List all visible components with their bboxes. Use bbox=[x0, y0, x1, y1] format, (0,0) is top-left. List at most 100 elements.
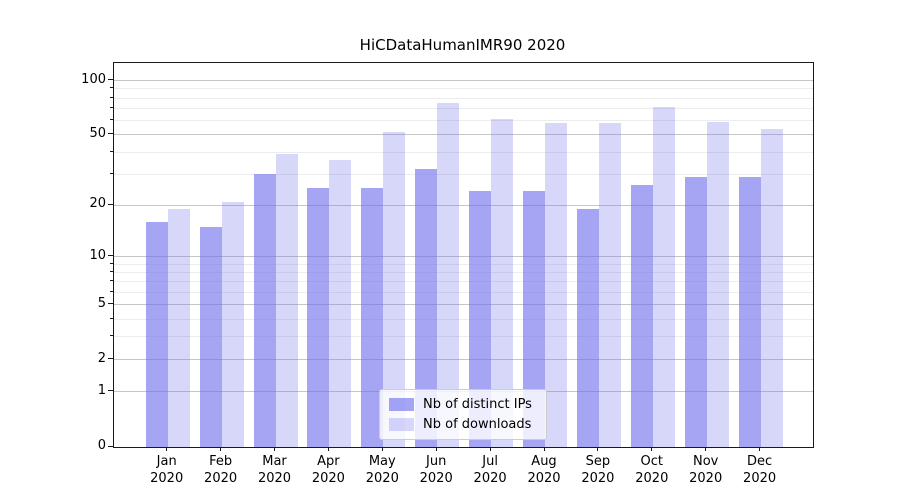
legend-label: Nb of downloads bbox=[423, 417, 532, 432]
y-tick bbox=[108, 133, 113, 134]
plot-area bbox=[113, 62, 814, 448]
bar-nb-of-downloads-aug-2020 bbox=[545, 123, 567, 447]
y-minor-tick bbox=[110, 263, 113, 264]
gridline-major bbox=[114, 205, 813, 206]
legend-item-distinct-ips: Nb of distinct IPs bbox=[389, 397, 532, 412]
x-tick bbox=[382, 447, 383, 451]
x-tick-label: Apr 2020 bbox=[300, 453, 356, 487]
gridline-minor bbox=[114, 88, 813, 89]
bar-nb-of-downloads-mar-2020 bbox=[275, 154, 298, 447]
x-tick bbox=[544, 447, 545, 451]
y-minor-tick bbox=[110, 335, 113, 336]
bar-nb-of-downloads-sep-2020 bbox=[598, 123, 621, 447]
bar-nb-of-distinct-ips-may-2020 bbox=[361, 188, 384, 447]
x-tick-label: Jul 2020 bbox=[462, 453, 518, 487]
gridline-minor bbox=[114, 292, 813, 293]
y-tick bbox=[108, 79, 113, 80]
x-tick-month: Apr bbox=[317, 454, 340, 469]
gridline-minor bbox=[114, 281, 813, 282]
x-tick-month: Mar bbox=[262, 454, 287, 469]
bar-nb-of-distinct-ips-jul-2020 bbox=[469, 191, 492, 447]
gridline-minor bbox=[114, 319, 813, 320]
x-tick-year: 2020 bbox=[743, 471, 777, 486]
x-tick bbox=[220, 447, 221, 451]
bar-nb-of-downloads-jul-2020 bbox=[491, 119, 514, 447]
legend-label: Nb of distinct IPs bbox=[423, 397, 532, 412]
x-tick-year: 2020 bbox=[527, 471, 561, 486]
bar-nb-of-distinct-ips-apr-2020 bbox=[307, 188, 330, 447]
x-tick-year: 2020 bbox=[311, 471, 345, 486]
x-tick-label: Jan 2020 bbox=[139, 453, 195, 487]
x-tick-year: 2020 bbox=[473, 471, 507, 486]
y-tick bbox=[108, 303, 113, 304]
y-minor-tick bbox=[110, 119, 113, 120]
bar-nb-of-downloads-jun-2020 bbox=[437, 103, 460, 447]
y-tick bbox=[108, 446, 113, 447]
y-tick-label: 0 bbox=[97, 438, 106, 453]
x-tick-month: May bbox=[368, 454, 396, 469]
x-tick bbox=[328, 447, 329, 451]
bar-nb-of-distinct-ips-oct-2020 bbox=[630, 185, 653, 447]
y-minor-tick bbox=[110, 280, 113, 281]
y-tick-label: 20 bbox=[89, 196, 106, 212]
x-tick bbox=[436, 447, 437, 451]
bar-nb-of-downloads-jan-2020 bbox=[167, 209, 190, 447]
x-tick-year: 2020 bbox=[150, 471, 184, 486]
bar-nb-of-distinct-ips-sep-2020 bbox=[576, 209, 599, 447]
x-tick-year: 2020 bbox=[257, 471, 292, 486]
bar-nb-of-distinct-ips-mar-2020 bbox=[253, 174, 276, 447]
x-tick bbox=[759, 447, 760, 451]
bar-nb-of-downloads-apr-2020 bbox=[329, 160, 352, 447]
x-tick bbox=[166, 447, 167, 451]
y-minor-tick bbox=[110, 97, 113, 98]
y-tick-label: 50 bbox=[89, 125, 106, 141]
legend-item-downloads: Nb of downloads bbox=[389, 417, 532, 432]
x-tick-month: Sep bbox=[585, 454, 611, 469]
bar-nb-of-distinct-ips-jan-2020 bbox=[145, 222, 168, 447]
y-tick bbox=[108, 358, 113, 359]
x-tick-year: 2020 bbox=[689, 471, 723, 486]
x-tick-year: 2020 bbox=[581, 471, 615, 486]
x-tick-month: Feb bbox=[209, 454, 233, 469]
gridline-minor bbox=[114, 264, 813, 265]
bar-nb-of-downloads-dec-2020 bbox=[760, 128, 783, 447]
y-tick-label: 1 bbox=[97, 382, 106, 398]
x-tick-label: Aug 2020 bbox=[516, 453, 572, 487]
x-tick bbox=[490, 447, 491, 451]
x-tick-year: 2020 bbox=[419, 471, 453, 486]
gridline-major bbox=[114, 80, 813, 81]
x-tick-month: Jun bbox=[426, 454, 447, 469]
gridline-minor bbox=[114, 336, 813, 337]
y-tick bbox=[108, 204, 113, 205]
x-tick-month: Nov bbox=[693, 454, 719, 469]
gridline-major bbox=[114, 359, 813, 360]
x-tick-label: Oct 2020 bbox=[624, 453, 680, 487]
gridline-minor bbox=[114, 272, 813, 273]
gridline-major bbox=[114, 304, 813, 305]
gridline-major bbox=[114, 134, 813, 135]
y-tick-label: 10 bbox=[89, 247, 106, 263]
y-tick-label: 100 bbox=[81, 71, 106, 87]
gridline-minor bbox=[114, 152, 813, 153]
x-tick-label: Jun 2020 bbox=[408, 453, 464, 487]
bar-nb-of-downloads-nov-2020 bbox=[706, 121, 729, 447]
x-tick-month: Aug bbox=[531, 454, 557, 469]
bar-nb-of-distinct-ips-nov-2020 bbox=[684, 176, 707, 447]
gridline-major bbox=[114, 256, 813, 257]
y-minor-tick bbox=[110, 87, 113, 88]
x-tick-month: Jan bbox=[156, 454, 177, 469]
gridline-minor bbox=[114, 108, 813, 109]
x-tick-label: Feb 2020 bbox=[193, 453, 249, 487]
legend-swatch-distinct-ips bbox=[389, 398, 414, 411]
y-minor-tick bbox=[110, 291, 113, 292]
y-minor-tick bbox=[110, 107, 113, 108]
x-tick-month: Jul bbox=[482, 454, 498, 469]
y-minor-tick bbox=[110, 151, 113, 152]
y-minor-tick bbox=[110, 318, 113, 319]
x-tick-label: Dec 2020 bbox=[732, 453, 788, 487]
x-tick-label: Sep 2020 bbox=[570, 453, 626, 487]
y-tick-label: 5 bbox=[97, 295, 106, 311]
bar-nb-of-distinct-ips-dec-2020 bbox=[738, 176, 761, 447]
bar-nb-of-downloads-may-2020 bbox=[383, 131, 406, 447]
